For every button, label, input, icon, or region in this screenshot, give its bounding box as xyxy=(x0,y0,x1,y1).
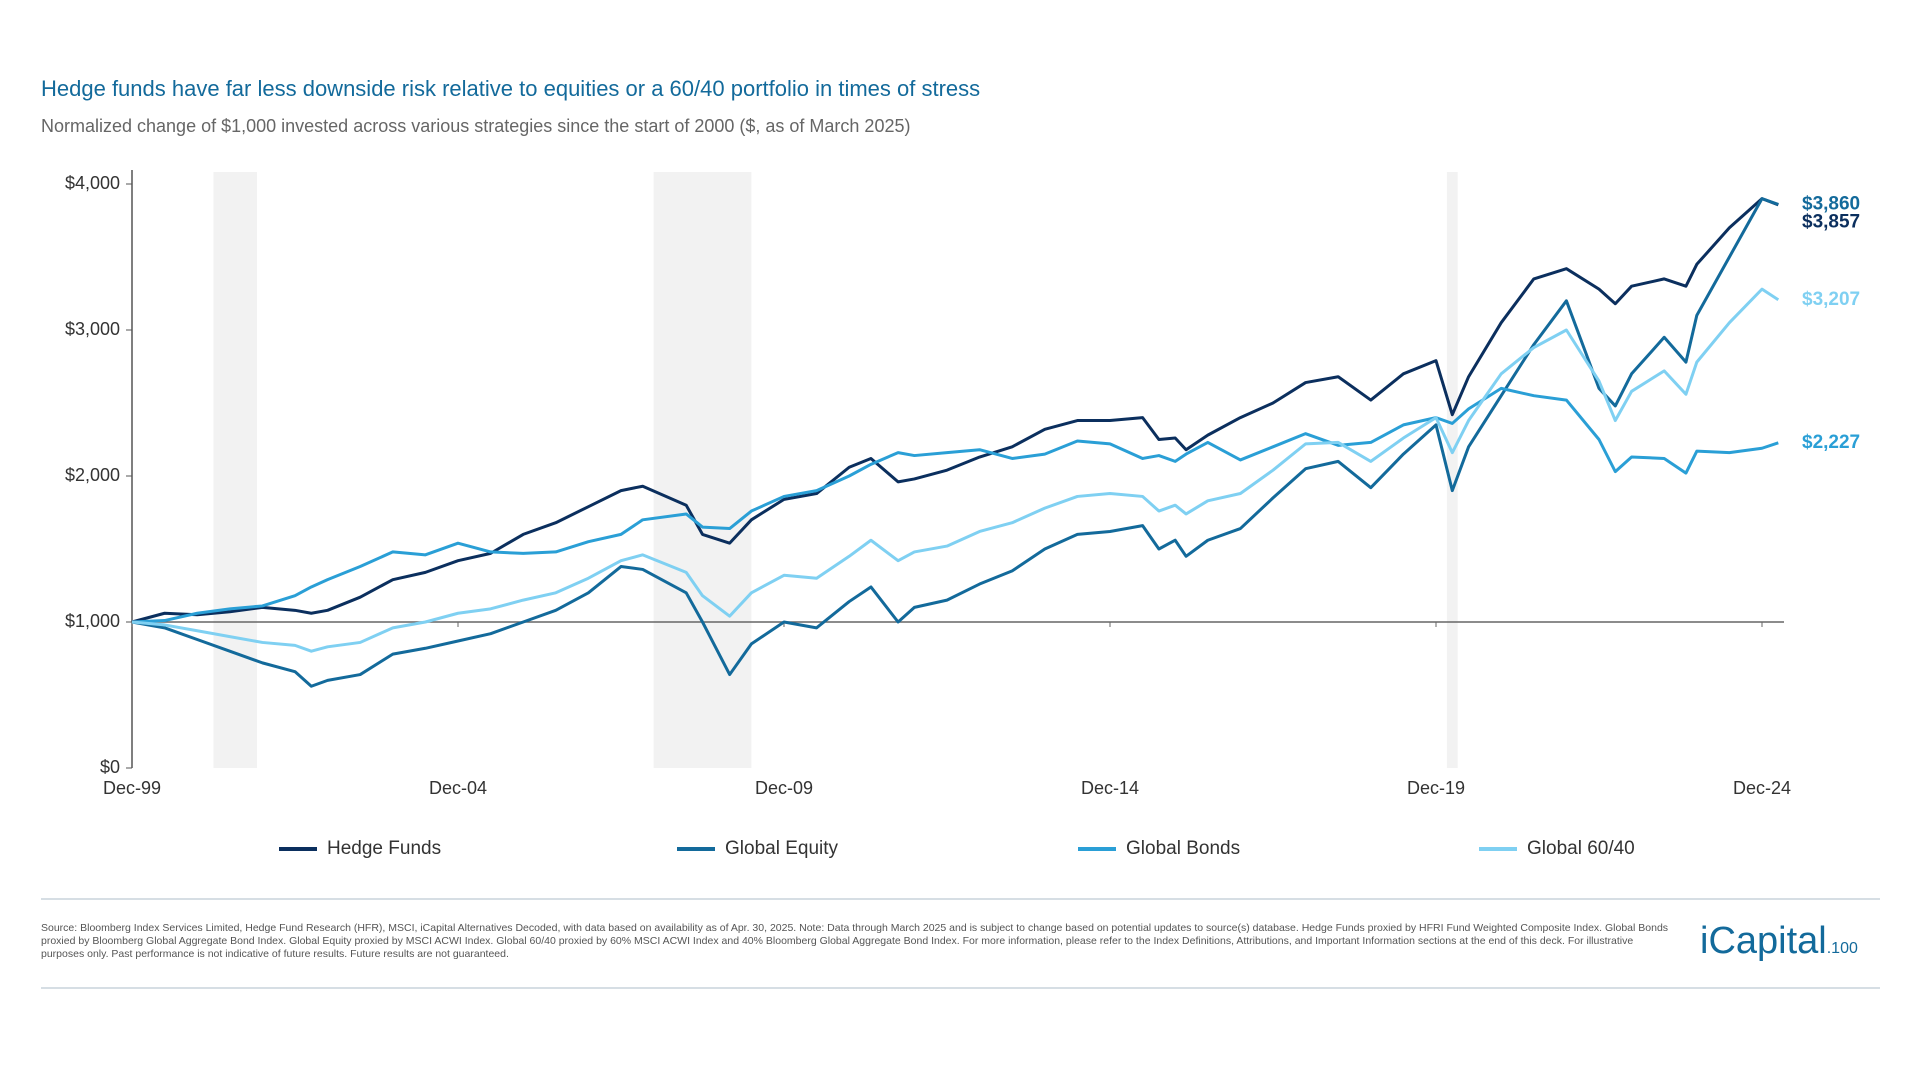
y-tick-label: $3,000 xyxy=(65,319,120,339)
y-tick-label: $1,000 xyxy=(65,611,120,631)
line-series xyxy=(131,197,1779,688)
logo-text: iCapital xyxy=(1700,920,1827,962)
logo: iCapital.100 xyxy=(1700,920,1858,963)
y-tick-label: $4,000 xyxy=(65,173,120,193)
x-tick-label: Dec-24 xyxy=(1733,778,1791,798)
y-tick-label: $0 xyxy=(100,757,120,777)
line-series xyxy=(131,287,1780,653)
x-tick-label: Dec-14 xyxy=(1081,778,1139,798)
line-series xyxy=(131,197,1779,624)
shaded-period xyxy=(1446,172,1458,768)
x-tick-label: Dec-19 xyxy=(1407,778,1465,798)
chart-subtitle: Normalized change of $1,000 invested acr… xyxy=(41,116,910,136)
shaded-period xyxy=(653,172,752,768)
line-series xyxy=(131,386,1779,624)
end-label: $2,227 xyxy=(1802,432,1860,453)
shaded-period xyxy=(213,172,257,768)
end-label: $3,207 xyxy=(1802,289,1860,310)
source-note: Source: Bloomberg Index Services Limited… xyxy=(41,922,1669,960)
end-label: $3,860 xyxy=(1802,193,1860,214)
legend-label: Global Equity xyxy=(725,838,839,859)
x-tick-label: Dec-04 xyxy=(429,778,487,798)
legend-label: Global 60/40 xyxy=(1527,838,1635,859)
y-tick-label: $2,000 xyxy=(65,465,120,485)
legend-label: Hedge Funds xyxy=(327,838,441,859)
legend-label: Global Bonds xyxy=(1126,838,1240,859)
chart-title: Hedge funds have far less downside risk … xyxy=(41,76,980,101)
logo-sub: .100 xyxy=(1826,940,1858,957)
x-tick-label: Dec-09 xyxy=(755,778,813,798)
end-label: $3,857 xyxy=(1802,211,1860,232)
x-tick-label: Dec-99 xyxy=(103,778,161,798)
